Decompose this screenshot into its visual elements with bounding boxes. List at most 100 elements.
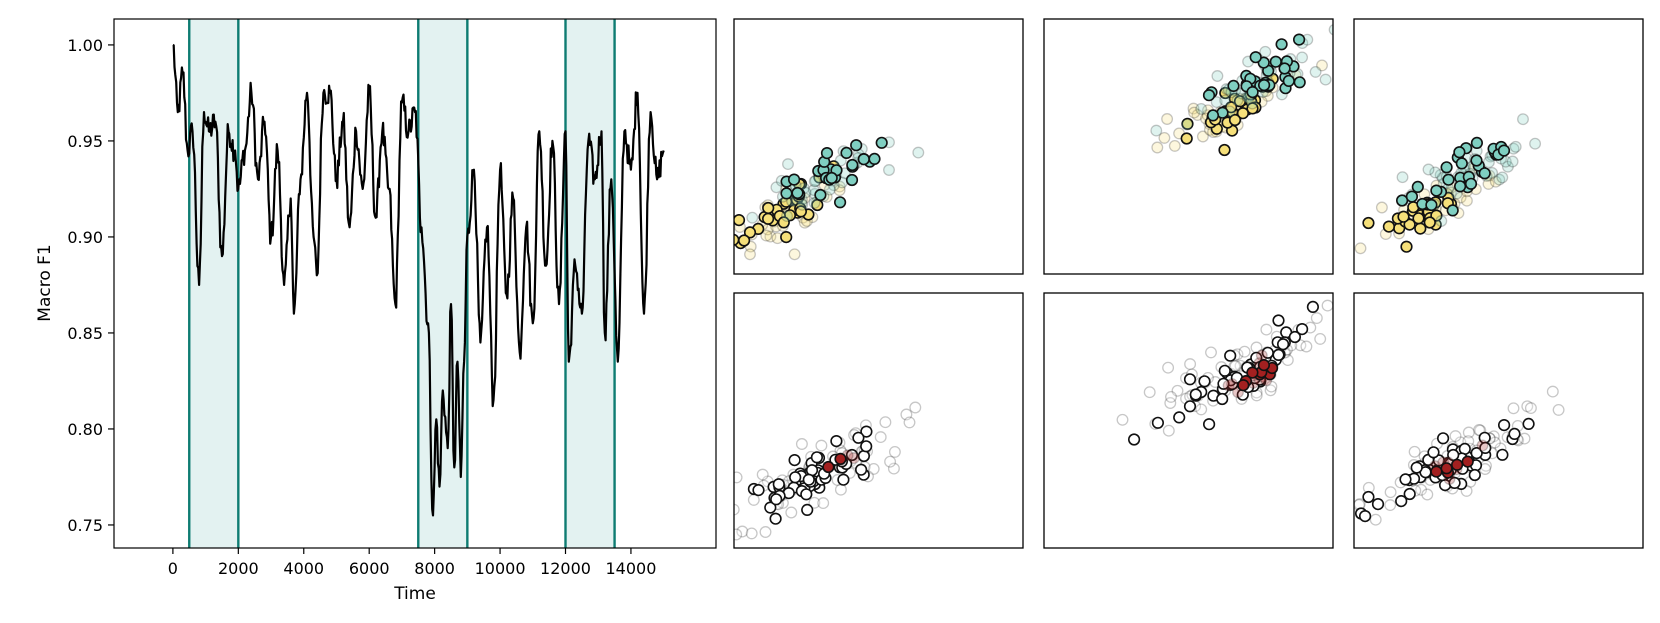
scatter-point	[789, 471, 802, 484]
scatter-row1-col1-frame	[733, 18, 1024, 275]
scatter-point	[1430, 184, 1443, 197]
faded-point	[1552, 403, 1565, 416]
scatter-point	[769, 512, 782, 525]
faded-point	[744, 248, 756, 261]
scatter-point	[1442, 173, 1455, 186]
x-tick-label: 10000	[475, 559, 526, 578]
outlier-point	[1362, 490, 1375, 504]
faded-point	[884, 455, 897, 468]
faded-point	[1422, 163, 1435, 176]
faded-point	[1546, 385, 1559, 398]
faded-point	[734, 503, 740, 516]
faded-point	[888, 445, 901, 458]
scatter-point	[1470, 136, 1483, 149]
scatter-point	[1183, 400, 1197, 413]
x-axis-ticks: 0 2000 4000 6000 8000 10000 12000 14000	[168, 548, 656, 578]
scatter-point	[1414, 222, 1427, 235]
scatter-point	[761, 212, 775, 225]
faded-point	[1195, 102, 1208, 115]
scatter-panels	[700, 18, 1644, 549]
faded-point	[1300, 340, 1313, 353]
scatter-point	[743, 226, 757, 239]
faded-point	[1319, 73, 1332, 86]
x-axis-title: Time	[393, 584, 436, 604]
faded-point	[1294, 339, 1307, 352]
scatter-point	[764, 501, 777, 514]
scatter-point	[875, 136, 888, 149]
faded-point	[1205, 346, 1217, 359]
scatter-point	[734, 214, 746, 227]
faded-point	[1429, 166, 1442, 179]
faded-point	[903, 416, 916, 429]
scatter-point	[1246, 85, 1259, 99]
faded-point	[764, 230, 777, 243]
scatter-point	[1453, 146, 1466, 159]
scatter-point	[868, 152, 881, 165]
faded-point	[1162, 361, 1175, 374]
scatter-point	[860, 440, 873, 453]
scatter-point	[1508, 427, 1521, 441]
scatter-point	[1276, 338, 1290, 351]
faded-point	[1184, 358, 1197, 371]
scatter-point	[1218, 143, 1231, 157]
scatter-point	[1257, 359, 1270, 372]
faded-point	[1195, 403, 1208, 416]
faded-point	[756, 468, 769, 481]
scatter-point	[1436, 432, 1450, 445]
faded-point	[1310, 312, 1323, 325]
scatter-point	[1233, 95, 1247, 108]
faded-point	[1158, 131, 1171, 144]
faded-point	[1506, 155, 1519, 168]
scatter-point	[1448, 476, 1461, 490]
faded-point	[1231, 94, 1244, 107]
x-tick-label: 8000	[414, 559, 455, 578]
faded-point	[1501, 160, 1514, 173]
scatter-row1-col3-frame	[1353, 18, 1644, 275]
faded-point	[879, 416, 892, 429]
scatter-point	[1461, 455, 1474, 468]
x-tick-label: 0	[168, 559, 178, 578]
scatter-point	[857, 153, 870, 166]
faded-point	[1211, 70, 1224, 82]
scatter-point	[833, 196, 847, 209]
faded-point	[1384, 499, 1397, 512]
scatter-row1-col1	[700, 18, 1024, 275]
y-axis-ticks: 0.75 0.80 0.85 0.90 0.95 1.00	[67, 36, 114, 535]
scatter-point	[1470, 154, 1483, 167]
scatter-row2-col2-points	[1116, 299, 1333, 446]
scatter-point	[772, 478, 785, 491]
scatter-point	[1206, 109, 1220, 122]
scatter-point	[1202, 89, 1216, 102]
y-tick-label: 0.90	[67, 228, 103, 247]
faded-point	[834, 483, 847, 496]
y-tick-label: 0.85	[67, 324, 103, 343]
faded-point	[1116, 413, 1129, 426]
scatter-point	[1427, 446, 1440, 459]
faded-point	[1328, 23, 1333, 36]
faded-point	[1476, 439, 1489, 452]
scatter-point	[1430, 465, 1443, 478]
scatter-point	[1405, 190, 1418, 203]
faded-point	[785, 506, 798, 519]
scatter-point	[1275, 38, 1288, 51]
scatter-point	[837, 473, 850, 486]
faded-point	[1482, 177, 1495, 190]
scatter-point	[1189, 388, 1202, 401]
scatter-point	[1272, 348, 1285, 362]
faded-point	[700, 213, 711, 224]
scatter-point	[1293, 76, 1306, 89]
scatter-point	[734, 233, 740, 246]
faded-point	[1264, 384, 1277, 397]
scatter-point	[1478, 167, 1491, 180]
faded-point	[1222, 379, 1235, 392]
scatter-point	[1403, 487, 1416, 501]
faded-point	[1529, 137, 1542, 150]
scatter-point	[1218, 364, 1231, 377]
scatter-point	[1219, 86, 1232, 100]
faded-point	[1259, 45, 1272, 58]
scatter-row1-col2	[1043, 18, 1334, 275]
faded-point	[1408, 445, 1421, 458]
x-tick-label: 4000	[283, 559, 324, 578]
scatter-point	[1217, 377, 1230, 390]
faded-point	[1354, 242, 1367, 255]
